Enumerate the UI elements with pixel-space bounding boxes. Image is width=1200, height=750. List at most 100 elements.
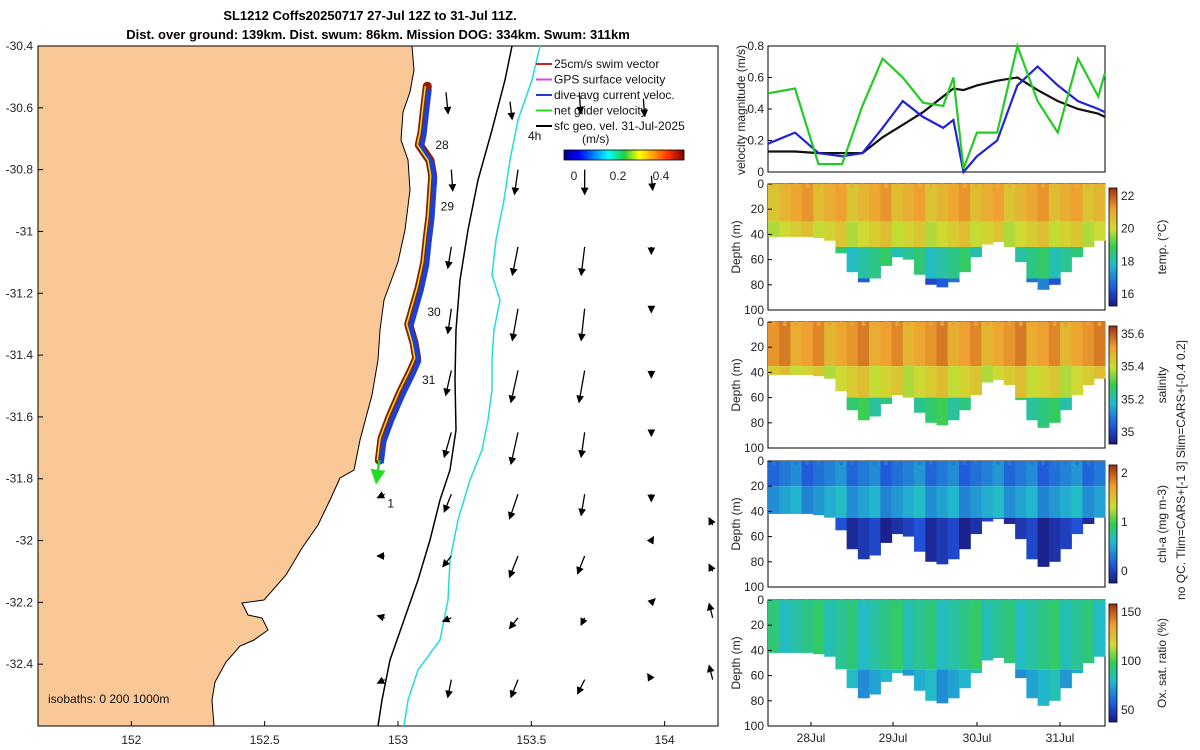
section-cell — [880, 184, 893, 222]
surface-marker — [1097, 183, 1102, 189]
colorbar-unit-label: (m/s) — [582, 132, 609, 146]
glider-track — [370, 81, 438, 485]
section-cell — [801, 322, 814, 367]
surface-marker — [962, 460, 967, 466]
section-cell — [925, 461, 938, 487]
section-cell — [857, 184, 870, 222]
surface-marker — [1018, 321, 1023, 327]
section-cell — [1048, 221, 1061, 247]
section-cell — [947, 322, 960, 367]
surface-marker — [996, 599, 1001, 605]
section-cell — [790, 600, 803, 653]
surface-marker — [782, 183, 788, 189]
surface-marker — [827, 460, 832, 466]
velocity-series-green — [767, 42, 1107, 170]
section-cell — [824, 461, 836, 487]
section-cell — [936, 517, 949, 565]
section-cell — [891, 461, 904, 487]
section-cell — [1037, 486, 1050, 518]
surface-marker — [805, 321, 810, 327]
section-cell — [824, 322, 836, 367]
section-cell — [914, 600, 926, 670]
section-cell — [779, 461, 792, 487]
section-cell — [992, 517, 1005, 519]
section-cell — [970, 669, 983, 674]
section-cell — [1060, 397, 1072, 411]
current-vector-arrow — [508, 617, 519, 630]
surface-marker — [917, 460, 922, 466]
gps-velocity-trace — [376, 86, 432, 461]
section-cell — [846, 221, 859, 247]
section-y-tick-label: 40 — [751, 365, 765, 379]
section-cell — [981, 366, 994, 383]
section-cell — [958, 517, 971, 550]
surface-marker — [996, 460, 1001, 466]
current-vector-arrow — [576, 555, 586, 575]
surface-marker — [838, 460, 844, 466]
section-cell — [925, 600, 938, 670]
current-vector-arrow — [444, 308, 453, 335]
section-cell — [1003, 461, 1016, 487]
section-cell — [992, 322, 1005, 367]
section-cell — [1026, 184, 1039, 222]
surface-marker — [984, 460, 990, 466]
section-cell — [812, 461, 825, 487]
colorbar-tick-label: 35.2 — [1121, 392, 1145, 406]
section-cell — [801, 184, 814, 222]
surface-marker — [872, 599, 877, 605]
map-panel: 28 29 30 31 1 152 152.5 153 153.5 154 -30.4 -30.6… — [6, 39, 719, 747]
section-cell — [1060, 600, 1072, 670]
section-cell — [1082, 366, 1095, 385]
day-marker-label: 30 — [427, 305, 441, 319]
current-vector-arrow — [448, 169, 457, 192]
section-cell — [958, 366, 971, 398]
day-markers: 28 29 30 31 1 — [387, 138, 454, 511]
velocity-ylabel: velocity magnitude (m/s) — [734, 45, 748, 175]
current-vector-arrow — [511, 169, 520, 196]
colorbar-tick-label: 35.6 — [1121, 327, 1145, 341]
map-y-tick-label: -31.8 — [6, 472, 34, 486]
surface-marker — [1007, 599, 1012, 605]
section-cell — [992, 221, 1005, 242]
section-cell — [1071, 221, 1084, 247]
section-cell — [925, 278, 938, 285]
section-cell — [768, 600, 780, 653]
section-cell — [846, 366, 859, 398]
surface-marker — [1029, 183, 1035, 189]
surface-marker — [771, 460, 776, 466]
section-cell — [790, 486, 803, 514]
section-cell — [1060, 184, 1072, 222]
section-cell — [914, 322, 926, 367]
section-cell — [880, 247, 893, 266]
section-cell — [1015, 397, 1027, 401]
section-colorbar — [1108, 603, 1118, 723]
section-cell — [914, 517, 926, 552]
section-cell — [958, 486, 971, 518]
section-cell — [880, 486, 893, 518]
section-cell — [857, 322, 870, 367]
section-cell — [812, 184, 825, 222]
section-cell — [902, 486, 915, 518]
section-cell — [835, 247, 848, 254]
section-cell — [1071, 184, 1084, 222]
section-cell — [768, 322, 780, 367]
section-cell — [768, 366, 780, 375]
surface-marker — [917, 599, 922, 605]
section-cell — [846, 461, 859, 487]
day-marker-label: 28 — [435, 138, 449, 152]
section-cell — [857, 486, 870, 518]
surface-marker — [984, 599, 990, 605]
colorbar-tick-0: 0 — [571, 169, 578, 183]
section-cell — [992, 486, 1005, 518]
section-cell — [1093, 322, 1106, 367]
section-cell — [1048, 397, 1061, 423]
surface-marker — [805, 460, 810, 466]
section-cell — [1082, 322, 1095, 367]
section-cell — [1026, 397, 1039, 421]
section-x-tick-label: 30Jul — [963, 731, 992, 745]
section-cell — [1037, 366, 1050, 398]
section-cell — [880, 366, 893, 398]
surface-marker — [861, 599, 866, 605]
section-cell — [1048, 669, 1061, 701]
